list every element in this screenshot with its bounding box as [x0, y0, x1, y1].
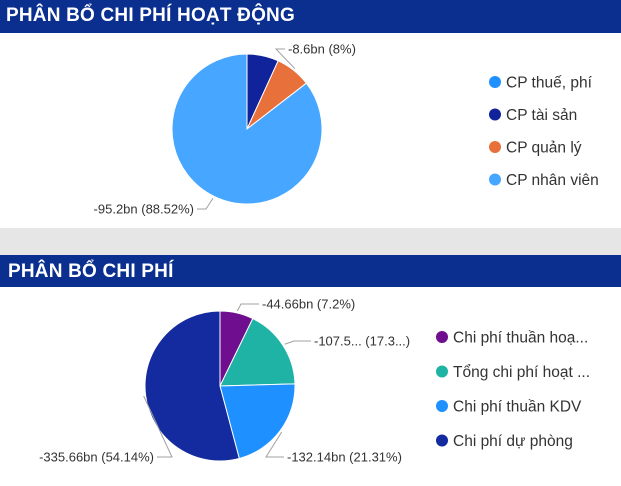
leader-line [274, 48, 296, 70]
legend-entry[interactable]: CP tài sản [506, 107, 577, 124]
chart-title: PHÂN BỔ CHI PHÍ [0, 255, 621, 287]
pie-slice[interactable] [219, 317, 296, 387]
legend-entry[interactable]: Chi phí thuần KDV [453, 399, 582, 416]
legend-marker [436, 400, 448, 412]
leader-line [143, 395, 173, 458]
data-label: -95.2bn (88.52%) [94, 202, 194, 217]
pie-slice[interactable] [144, 310, 240, 462]
legend-marker [436, 365, 448, 378]
leader-line [284, 340, 311, 345]
legend-entry[interactable]: Tổng chi phí hoạt ... [453, 364, 590, 381]
data-label: -8.6bn (8%) [288, 42, 356, 57]
legend-marker [436, 331, 448, 343]
legend-marker [489, 108, 501, 121]
chart-panel-costs: PHÂN BỔ CHI PHÍ -44.66bn (7.2%) -107.5...… [0, 255, 621, 486]
legend-marker [436, 434, 448, 447]
data-label: -107.5... (17.3...) [314, 334, 410, 349]
legend-entry[interactable]: Chi phí dự phòng [453, 433, 573, 450]
data-label: -335.66bn (54.14%) [39, 450, 154, 465]
legend-marker [489, 76, 501, 88]
leader-line [265, 431, 284, 458]
pie-chart-operating-costs: -8.6bn (8%) -95.2bn (88.52%) CP thuế, phí C… [94, 42, 599, 217]
legend-entry[interactable]: CP thuế, phí [506, 75, 593, 92]
legend-entry[interactable]: CP quản lý [506, 140, 582, 157]
leader-line [197, 197, 214, 210]
pie-slice[interactable] [171, 53, 323, 205]
pie-slice[interactable] [219, 383, 296, 460]
pie-chart-costs: -44.66bn (7.2%) -107.5... (17.3...) -132.1… [39, 297, 590, 465]
chart-panel-operating-costs: PHÂN BỔ CHI PHÍ HOẠT ĐỘNG -8.6bn (8%) -95… [0, 0, 621, 228]
legend-marker [489, 141, 501, 153]
leader-line [236, 303, 259, 312]
legend-entry[interactable]: CP nhân viên [506, 172, 599, 189]
legend-entry[interactable]: Chi phí thuần hoạ... [453, 330, 588, 347]
data-label: -44.66bn (7.2%) [262, 297, 355, 312]
legend-marker [489, 173, 501, 186]
data-label: -132.14bn (21.31%) [287, 450, 402, 465]
chart-title: PHÂN BỔ CHI PHÍ HOẠT ĐỘNG [0, 0, 621, 33]
